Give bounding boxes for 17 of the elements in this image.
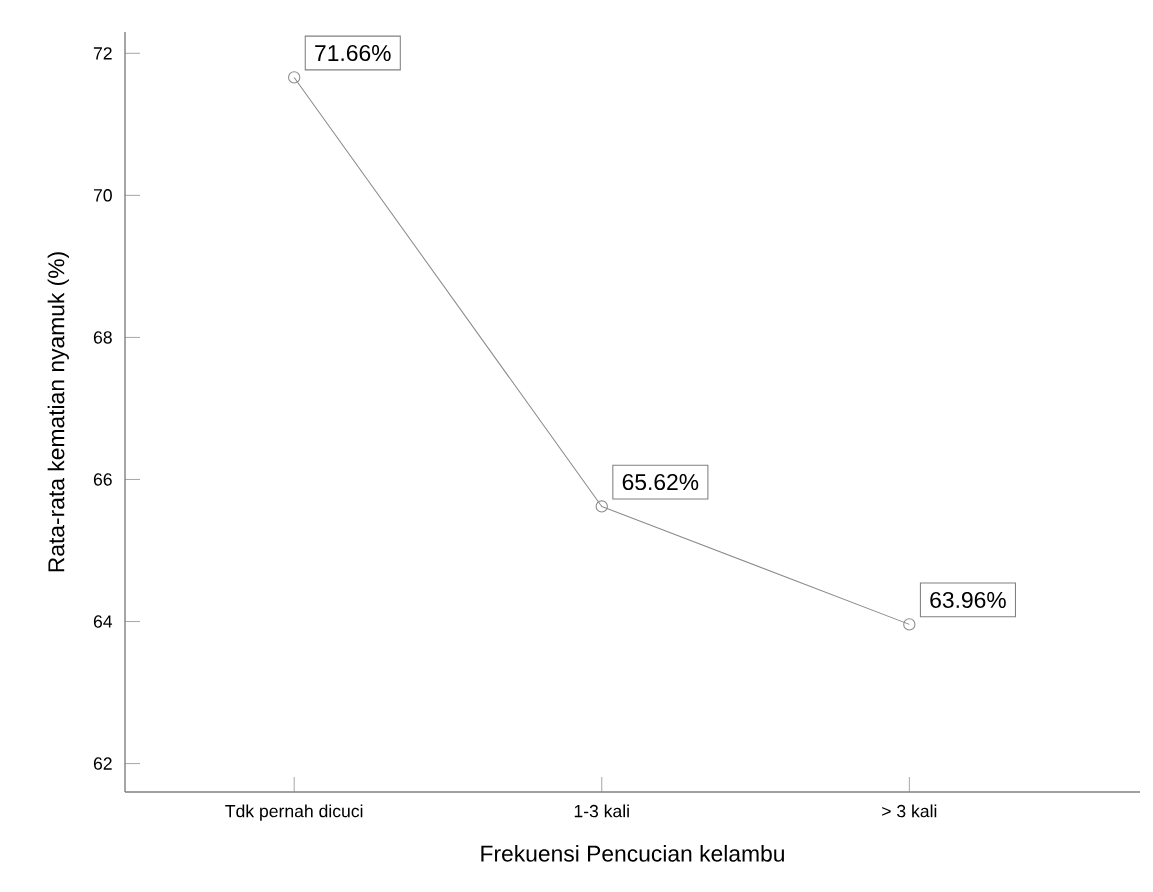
x-tick-label: > 3 kali (882, 804, 937, 818)
y-tick-label: 62 (93, 757, 112, 770)
y-tick-label: 68 (93, 331, 112, 344)
y-tick-label: 70 (93, 189, 112, 202)
data-label: 65.62% (622, 473, 699, 491)
point (595, 500, 608, 513)
x-tick-label: Tdk pernah dicuci (225, 804, 363, 821)
y-axis-title: Rata-rata kematian nyamuk (%) (47, 252, 69, 572)
data-label: 63.96% (930, 591, 1006, 609)
y-tick-label: 64 (93, 615, 113, 628)
point (903, 618, 916, 631)
y-tick-label: 66 (93, 473, 112, 486)
point (288, 71, 301, 84)
x-tick-label: 1-3 kali (574, 804, 629, 818)
y-tick-label: 72 (93, 47, 112, 60)
data-label: 71.66% (315, 44, 391, 62)
x-axis-title: Frekuensi Pencucian kelambu (481, 844, 784, 862)
